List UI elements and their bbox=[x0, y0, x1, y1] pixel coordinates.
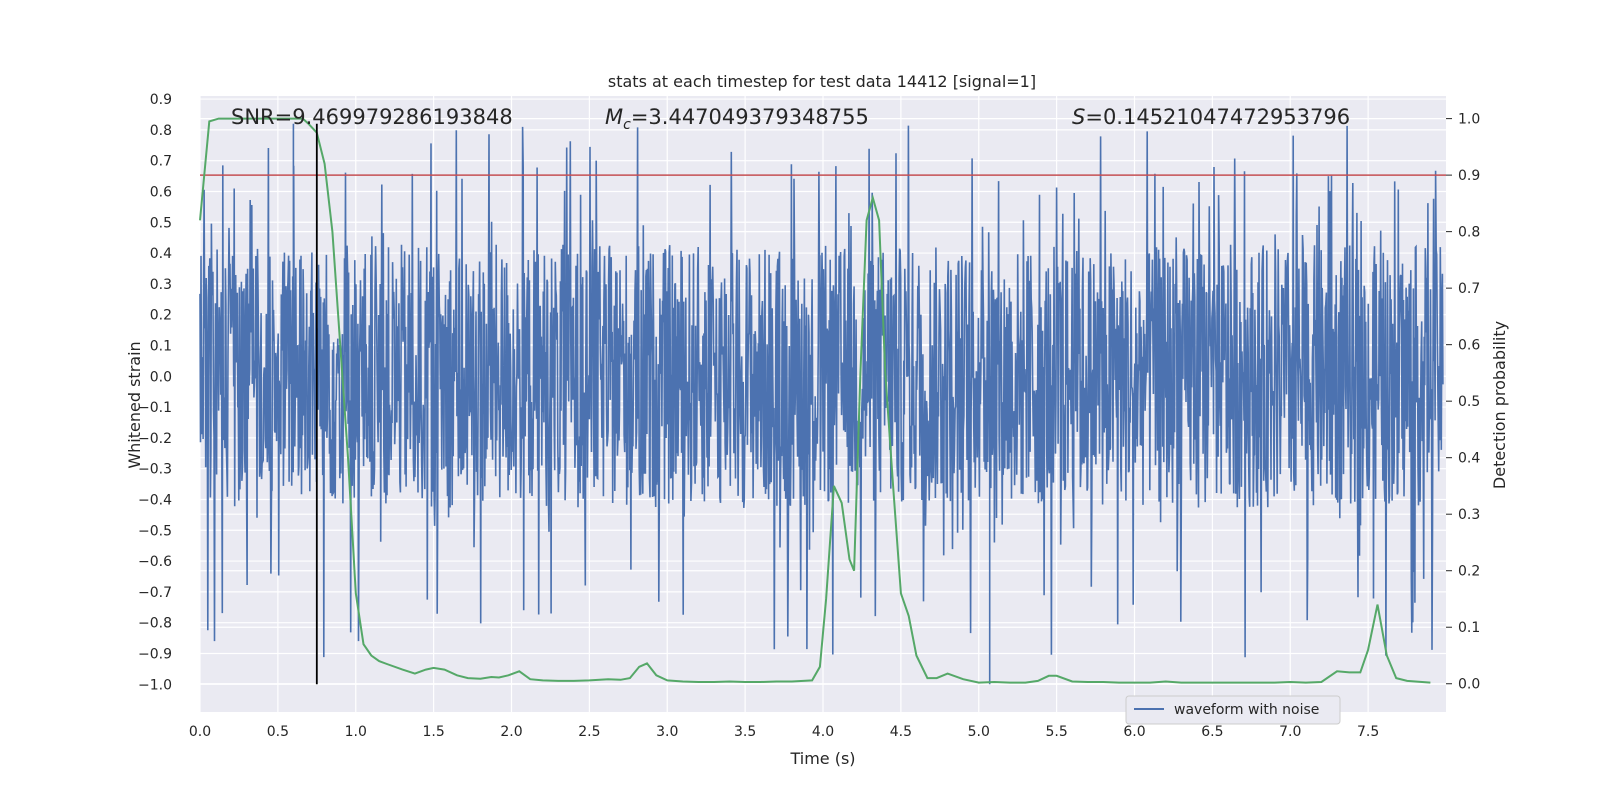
x-tick-label: 5.5 bbox=[1045, 724, 1067, 740]
x-tick-label: 2.5 bbox=[578, 724, 600, 740]
left-y-tick-label: −0.1 bbox=[138, 400, 172, 416]
left-y-tick-label: 0.7 bbox=[150, 154, 172, 170]
left-y-tick-label: −0.9 bbox=[138, 646, 172, 662]
x-axis-label: Time (s) bbox=[789, 749, 855, 768]
left-y-tick-label: 0.8 bbox=[150, 123, 172, 139]
x-tick-label: 6.5 bbox=[1201, 724, 1223, 740]
detection-probability-series bbox=[199, 117, 1431, 684]
left-y-tick-label: 0.1 bbox=[150, 338, 172, 354]
right-y-tick-label: 0.5 bbox=[1458, 394, 1480, 410]
left-y-tick-label: 0.2 bbox=[150, 308, 172, 324]
x-tick-label: 7.0 bbox=[1279, 724, 1301, 740]
right-y-tick-label: 0.8 bbox=[1458, 225, 1480, 241]
x-tick-label: 2.0 bbox=[500, 724, 522, 740]
x-tick-label: 6.0 bbox=[1123, 724, 1145, 740]
x-tick-label: 4.0 bbox=[812, 724, 834, 740]
right-y-tick-label: 1.0 bbox=[1458, 112, 1480, 128]
left-y-tick-label: 0.6 bbox=[150, 184, 172, 200]
left-y-tick-label: −0.5 bbox=[138, 523, 172, 539]
x-tick-label: 3.5 bbox=[734, 724, 756, 740]
left-y-tick-label: −0.4 bbox=[138, 492, 172, 508]
left-y-tick-label: −0.6 bbox=[138, 554, 172, 570]
x-tick-label: 5.0 bbox=[968, 724, 990, 740]
right-y-tick-label: 0.4 bbox=[1458, 451, 1480, 467]
left-y-tick-label: −0.7 bbox=[138, 585, 172, 601]
legend: waveform with noise bbox=[1125, 695, 1341, 725]
right-y-tick-label: 0.2 bbox=[1458, 564, 1480, 580]
right-y-tick-label: 0.0 bbox=[1458, 677, 1480, 693]
legend-entry-waveform: waveform with noise bbox=[1174, 702, 1319, 718]
waveform-with-noise-series bbox=[199, 123, 1444, 685]
x-tick-label: 7.5 bbox=[1357, 724, 1379, 740]
right-y-tick-label: 0.3 bbox=[1458, 507, 1480, 523]
snr-annotation: SNR=9.469979286193848 bbox=[231, 105, 513, 129]
s-statistic-annotation: S=0.14521047472953796 bbox=[1072, 105, 1350, 129]
left-y-tick-label: 0.9 bbox=[150, 92, 172, 108]
right-y-tick-label: 0.7 bbox=[1458, 281, 1480, 297]
right-y-tick-label: 0.1 bbox=[1458, 620, 1480, 636]
x-tick-label: 1.0 bbox=[345, 724, 367, 740]
x-tick-label: 0.5 bbox=[267, 724, 289, 740]
x-tick-label: 3.0 bbox=[656, 724, 678, 740]
x-axis-ticks: 0.0 0.5 1.0 1.5 2.0 2.5 3.0 3.5 4.0 4.5 5.0 5.5 6.0 6… bbox=[189, 724, 1379, 740]
left-y-tick-label: −0.3 bbox=[138, 462, 172, 478]
right-y-axis-label: Detection probability bbox=[1490, 321, 1509, 489]
left-y-tick-label: −0.8 bbox=[138, 616, 172, 632]
left-y-axis-label: Whitened strain bbox=[125, 341, 144, 468]
right-y-tick-label: 0.9 bbox=[1458, 168, 1480, 184]
right-y-tick-label: 0.6 bbox=[1458, 338, 1480, 354]
chart-title: stats at each timestep for test data 144… bbox=[608, 72, 1036, 91]
chirp-mass-annotation: Mc=3.447049379348755 bbox=[605, 105, 869, 133]
right-y-axis-ticks: 0.0 0.1 0.2 0.3 0.4 0.5 0.6 0.7 0.8 0.9 1.0 bbox=[1446, 112, 1480, 693]
left-y-tick-label: 0.3 bbox=[150, 277, 172, 293]
left-y-tick-label: 0.0 bbox=[150, 369, 172, 385]
left-y-tick-label: −1.0 bbox=[138, 677, 172, 693]
left-y-tick-label: −0.2 bbox=[138, 431, 172, 447]
left-y-tick-label: 0.5 bbox=[150, 215, 172, 231]
left-y-axis-ticks: 0.9 0.8 0.7 0.6 0.5 0.4 0.3 0.2 0.1 0.0 −0.1 −0.2 −0… bbox=[138, 92, 172, 693]
left-y-tick-label: 0.4 bbox=[150, 246, 172, 262]
legend-box bbox=[1125, 695, 1341, 725]
x-tick-label: 0.0 bbox=[189, 724, 211, 740]
x-tick-label: 1.5 bbox=[422, 724, 444, 740]
x-tick-label: 4.5 bbox=[890, 724, 912, 740]
